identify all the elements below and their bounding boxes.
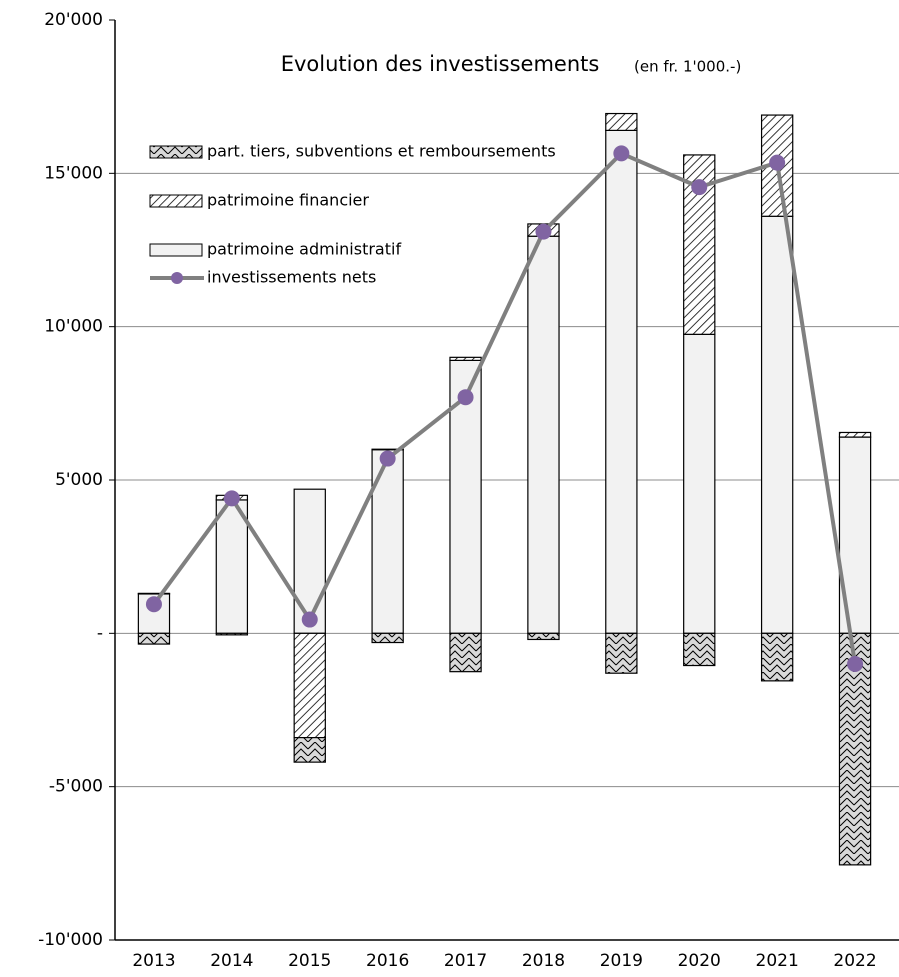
x-tick-label: 2013 bbox=[132, 951, 175, 971]
legend-label: investissements nets bbox=[207, 268, 376, 287]
marker bbox=[769, 154, 786, 171]
bar bbox=[137, 632, 171, 645]
y-tick-label: 5'000 bbox=[55, 470, 103, 490]
bar bbox=[137, 592, 171, 595]
marker bbox=[691, 179, 708, 196]
x-tick-label: 2021 bbox=[756, 951, 799, 971]
x-tick-label: 2018 bbox=[522, 951, 565, 971]
bar bbox=[293, 488, 326, 634]
y-tick-label: 15'000 bbox=[44, 163, 103, 183]
legend-label: patrimoine administratif bbox=[207, 240, 401, 259]
bar bbox=[371, 632, 404, 644]
bar bbox=[605, 112, 638, 131]
bar bbox=[449, 356, 482, 362]
legend-swatch bbox=[149, 194, 203, 208]
x-tick-label: 2017 bbox=[444, 951, 487, 971]
x-tick-label: 2015 bbox=[288, 951, 331, 971]
bar bbox=[293, 632, 326, 739]
y-tick-label: 20'000 bbox=[44, 10, 103, 30]
bar bbox=[527, 235, 560, 634]
legend-label: part. tiers, subventions et remboursemen… bbox=[207, 142, 556, 161]
bar bbox=[527, 632, 560, 641]
marker bbox=[301, 611, 318, 628]
y-tick-label: 10'000 bbox=[44, 317, 103, 337]
bar bbox=[215, 499, 249, 634]
marker bbox=[847, 656, 864, 672]
line bbox=[152, 151, 858, 665]
marker bbox=[457, 389, 474, 406]
marker bbox=[535, 223, 552, 240]
marker bbox=[145, 596, 162, 613]
bar bbox=[605, 129, 638, 634]
x-tick-label: 2022 bbox=[833, 951, 876, 971]
x-tick-label: 2016 bbox=[366, 951, 409, 971]
legend-swatch bbox=[149, 243, 203, 257]
x-tick-label: 2019 bbox=[600, 951, 643, 971]
bar bbox=[605, 632, 638, 674]
marker bbox=[613, 145, 630, 162]
bar bbox=[449, 632, 482, 673]
bar bbox=[760, 632, 794, 682]
bar bbox=[215, 632, 249, 636]
legend-swatch bbox=[149, 145, 203, 159]
legend-marker bbox=[171, 272, 183, 284]
bar bbox=[293, 736, 326, 763]
bar bbox=[371, 448, 404, 451]
bar bbox=[683, 333, 716, 634]
y-tick-label: - bbox=[97, 623, 103, 643]
chart-title: Evolution des investissements bbox=[281, 52, 600, 76]
bar bbox=[683, 632, 716, 667]
y-tick-label: -5'000 bbox=[49, 777, 103, 797]
bar bbox=[760, 215, 794, 634]
x-tick-label: 2020 bbox=[678, 951, 721, 971]
legend-label: patrimoine financier bbox=[207, 191, 369, 210]
x-tick-label: 2014 bbox=[210, 951, 253, 971]
bar bbox=[838, 431, 872, 438]
marker bbox=[379, 450, 396, 467]
chart-subtitle: (en fr. 1'000.-) bbox=[634, 58, 741, 76]
marker bbox=[223, 490, 240, 507]
y-tick-label: -10'000 bbox=[38, 930, 103, 950]
